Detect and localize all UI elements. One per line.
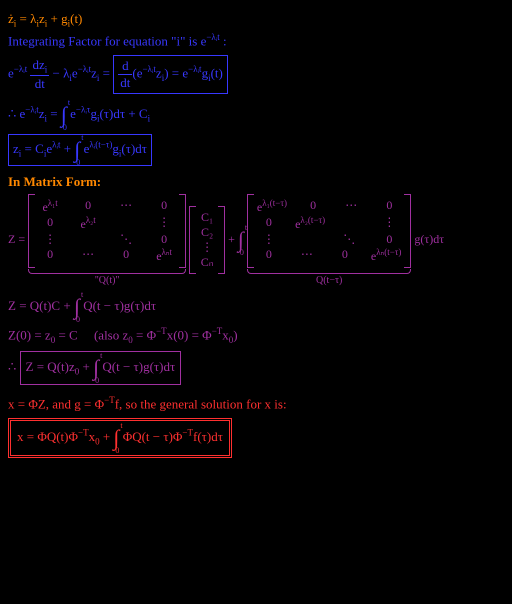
vector-C: C₁ C₂ ⋮ Cₙ <box>189 206 225 274</box>
underbrace-Q: eλ₁t0⋯0 0eλ₂t⋮ ⋮⋱0 0⋯0eλₙt "Q(t)" <box>28 194 186 286</box>
matrix-equation: Z = eλ₁t0⋯0 0eλ₂t⋮ ⋮⋱0 0⋯0eλₙt "Q(t)" C₁… <box>8 194 504 286</box>
matrix-form-label: In Matrix Form: <box>8 174 504 190</box>
integrating-factor-label: Integrating Factor for equation "i" is e… <box>8 32 504 49</box>
fraction: dzidt <box>30 57 49 92</box>
integral-icon: ∫t0 <box>61 102 67 128</box>
integral-icon: ∫t0 <box>113 425 119 451</box>
eq-x-relation: x = ΦZ, and g = Φ−Tf, so the general sol… <box>8 395 504 412</box>
eq-zi-solution: zi = Cieλᵢt + ∫t0 eλᵢ(t−τ)gi(τ)dτ <box>8 134 504 166</box>
boxed-derivative: ddt(e−λᵢtzi) = e−λᵢtgi(t) <box>113 55 228 94</box>
integral-icon: ∫t0 <box>74 137 80 163</box>
eq-integrated: ∴ e−λᵢtzi = ∫t0 e−λᵢτgi(τ)dτ + Ci <box>8 102 504 128</box>
underbrace-Q2: eλ₁(t−τ)0⋯0 0eλ₂(t−τ)⋮ ⋮⋱0 0⋯0eλₙ(t−τ) Q… <box>247 194 411 286</box>
eq-general-solution-box: x = ΦQ(t)Φ−Tx0 + ∫t0 ΦQ(t − τ)Φ−Tf(τ)dτ <box>8 418 504 458</box>
matrix-Q: eλ₁t0⋯0 0eλ₂t⋮ ⋮⋱0 0⋯0eλₙt <box>28 194 186 268</box>
eq-zdot: żi = λizi + gi(t) <box>8 11 504 29</box>
integral-icon: ∫t0 <box>74 294 80 320</box>
matrix-Q2: eλ₁(t−τ)0⋯0 0eλ₂(t−τ)⋮ ⋮⋱0 0⋯0eλₙ(t−τ) <box>247 194 411 268</box>
eq-initial-condition: Z(0) = z0 = C (also z0 = Φ−Tx(0) = Φ−Tx0… <box>8 326 504 345</box>
eq-if-applied: e−λᵢt dzidt − λie−λᵢtzi = ddt(e−λᵢtzi) =… <box>8 55 504 94</box>
eq-Z-solution-box: ∴ Z = Q(t)z0 + ∫t0 Q(t − τ)g(τ)dτ <box>8 351 504 385</box>
eq-Z-compact: Z = Q(t)C + ∫t0 Q(t − τ)g(τ)dτ <box>8 294 504 320</box>
integral-icon: ∫t0 <box>238 227 244 253</box>
integral-icon: ∫t0 <box>93 355 99 381</box>
